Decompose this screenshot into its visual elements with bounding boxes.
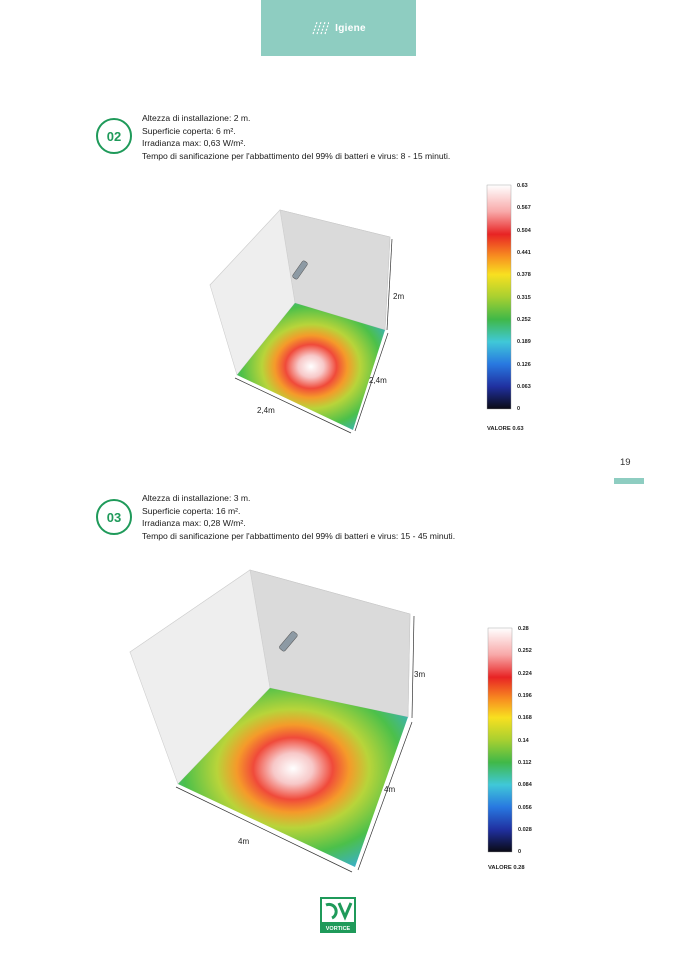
scale-tick-label: 0.378 <box>517 272 531 278</box>
irradiance-room-diagram: 3m 4m 4m 0.28 0.252 0.224 0.196 0.168 0.… <box>129 569 533 873</box>
scale-tick-label: 0 <box>517 406 520 412</box>
scale-tick-label: 0.028 <box>518 827 532 833</box>
section-number-badge: 02 <box>96 118 132 154</box>
scale-tick-label: 0.567 <box>517 205 531 211</box>
info-line: Superficie coperta: 16 m². <box>142 505 241 516</box>
irradiance-room-diagram: 2m 2,4m 2,4m 0.63 0.567 0.504 0.441 0.37… <box>209 183 532 434</box>
dim-height-label: 3m <box>414 670 425 679</box>
info-line: Irradianza max: 0,28 W/m². <box>142 518 246 528</box>
irradiance-floor-map <box>237 303 385 430</box>
heat-waves-icon <box>312 21 330 35</box>
scale-tick-label: 0.189 <box>517 339 531 345</box>
dim-depth-label: 2,4m <box>369 376 387 385</box>
scale-tick-label: 0.63 <box>517 183 528 189</box>
scale-tick-label: 0.126 <box>517 362 531 368</box>
scale-tick-label: 0 <box>518 849 521 855</box>
color-scale: 0.63 0.567 0.504 0.441 0.378 0.315 0.252… <box>486 183 532 432</box>
scale-tick-label: 0.252 <box>517 317 531 323</box>
scale-tick-label: 0.084 <box>518 782 533 788</box>
info-line: Irradianza max: 0,63 W/m². <box>142 138 246 148</box>
scale-tick-label: 0.504 <box>517 228 532 234</box>
scale-tick-label: 0.196 <box>518 693 532 699</box>
scale-tick-label: 0.224 <box>518 671 533 677</box>
section-tab: Igiene <box>261 0 416 56</box>
dim-width-label: 4m <box>238 837 249 846</box>
info-line: Altezza di installazione: 2 m. <box>142 113 251 123</box>
scale-tick-label: 0.441 <box>517 250 531 256</box>
scale-tick-label: 0.315 <box>517 295 531 301</box>
page-number: 19 <box>620 457 631 468</box>
vortice-logo-icon: VORTICE <box>320 897 356 933</box>
section-number-badge: 03 <box>96 499 132 535</box>
scale-tick-label: 0.112 <box>518 760 531 766</box>
dim-depth-label: 4m <box>384 785 395 794</box>
brand-name: VORTICE <box>326 926 351 932</box>
section-info: Altezza di installazione: 2 m. Superfici… <box>142 112 450 162</box>
scale-tick-label: 0.28 <box>518 626 529 632</box>
page-number-bar <box>614 478 644 484</box>
dim-height-label: 2m <box>393 292 404 301</box>
scale-tick-label: 0.063 <box>517 384 531 390</box>
uv-lamp-icon <box>279 631 298 652</box>
scale-caption: VALORE 0.63 <box>487 426 524 432</box>
scale-tick-label: 0.252 <box>518 648 532 654</box>
color-scale: 0.28 0.252 0.224 0.196 0.168 0.14 0.112 … <box>487 626 533 871</box>
info-line: Tempo di sanificazione per l'abbattiment… <box>142 150 451 161</box>
info-line: Tempo di sanificazione per l'abbattiment… <box>142 530 456 541</box>
uv-lamp-icon <box>292 260 308 280</box>
section-info: Altezza di installazione: 3 m. Superfici… <box>142 492 455 542</box>
dim-width-label: 2,4m <box>257 406 275 415</box>
info-line: Altezza di installazione: 3 m. <box>142 493 251 503</box>
scale-tick-label: 0.168 <box>518 715 532 721</box>
irradiance-floor-map <box>178 688 408 867</box>
info-line: Superficie coperta: 6 m². <box>142 125 236 136</box>
scale-caption: VALORE 0.28 <box>488 865 525 871</box>
section-tab-label: Igiene <box>335 22 366 34</box>
scale-tick-label: 0.14 <box>518 738 530 744</box>
scale-tick-label: 0.056 <box>518 805 532 811</box>
